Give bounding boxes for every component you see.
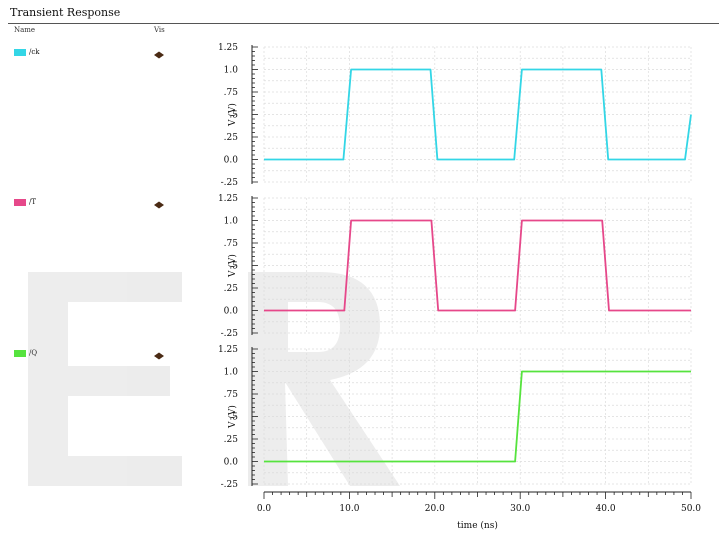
y-axis-label: V (V) xyxy=(227,254,238,278)
y-tick-label: 1.25 xyxy=(218,345,238,355)
y-tick-label: -.25 xyxy=(221,178,239,188)
y-tick-label: .25 xyxy=(224,133,239,143)
y-tick-label: .75 xyxy=(224,390,239,400)
y-tick-label: 0.0 xyxy=(224,307,239,317)
y-tick-label: 0.0 xyxy=(224,156,239,166)
signal-entry-t[interactable]: /T xyxy=(14,198,36,206)
y-tick-label: .5 xyxy=(229,111,238,121)
window-title: Transient Response xyxy=(10,6,121,19)
y-tick-label: 1.0 xyxy=(224,217,239,227)
color-swatch xyxy=(14,198,26,206)
y-axis-label: V (V) xyxy=(227,103,238,127)
x-tick-label: 40.0 xyxy=(596,504,616,514)
signal-name: /ck xyxy=(29,48,40,56)
series-line xyxy=(264,370,691,463)
visibility-icon[interactable] xyxy=(154,352,164,360)
y-tick-label: .5 xyxy=(229,413,238,423)
y-tick-label: .25 xyxy=(224,284,239,294)
x-tick-label: 10.0 xyxy=(339,504,359,514)
x-axis-label: time (ns) xyxy=(457,520,498,531)
signal-entry-ck[interactable]: /ck xyxy=(14,48,40,56)
signal-name: /Q xyxy=(29,349,37,357)
y-axis-label: V (V) xyxy=(227,405,238,429)
visibility-icon[interactable] xyxy=(154,51,164,59)
x-tick-label: 0.0 xyxy=(257,504,272,514)
y-tick-label: 0.0 xyxy=(224,458,239,468)
signal-name: /T xyxy=(29,198,37,206)
series-line xyxy=(264,68,692,161)
y-tick-label: .75 xyxy=(224,88,239,98)
name-column-header: Name xyxy=(14,26,36,34)
watermark xyxy=(28,272,400,486)
title-divider xyxy=(8,23,719,24)
y-tick-label: 1.0 xyxy=(224,66,239,76)
y-tick-label: 1.25 xyxy=(218,194,238,204)
series-line xyxy=(264,219,691,312)
signal-entry-q[interactable]: /Q xyxy=(14,349,37,357)
y-tick-label: -.25 xyxy=(221,480,239,490)
x-tick-label: 30.0 xyxy=(510,504,530,514)
color-swatch xyxy=(14,48,26,56)
y-tick-label: .5 xyxy=(229,262,238,272)
vis-column-header: Vis xyxy=(154,26,165,34)
y-tick-label: -.25 xyxy=(221,329,239,339)
color-swatch xyxy=(14,349,26,357)
y-tick-label: 1.0 xyxy=(224,368,239,378)
x-tick-label: 20.0 xyxy=(425,504,445,514)
x-tick-label: 50.0 xyxy=(681,504,701,514)
y-tick-label: 1.25 xyxy=(218,43,238,53)
visibility-icon[interactable] xyxy=(154,201,164,209)
y-tick-label: .75 xyxy=(224,239,239,249)
y-tick-label: .25 xyxy=(224,435,239,445)
